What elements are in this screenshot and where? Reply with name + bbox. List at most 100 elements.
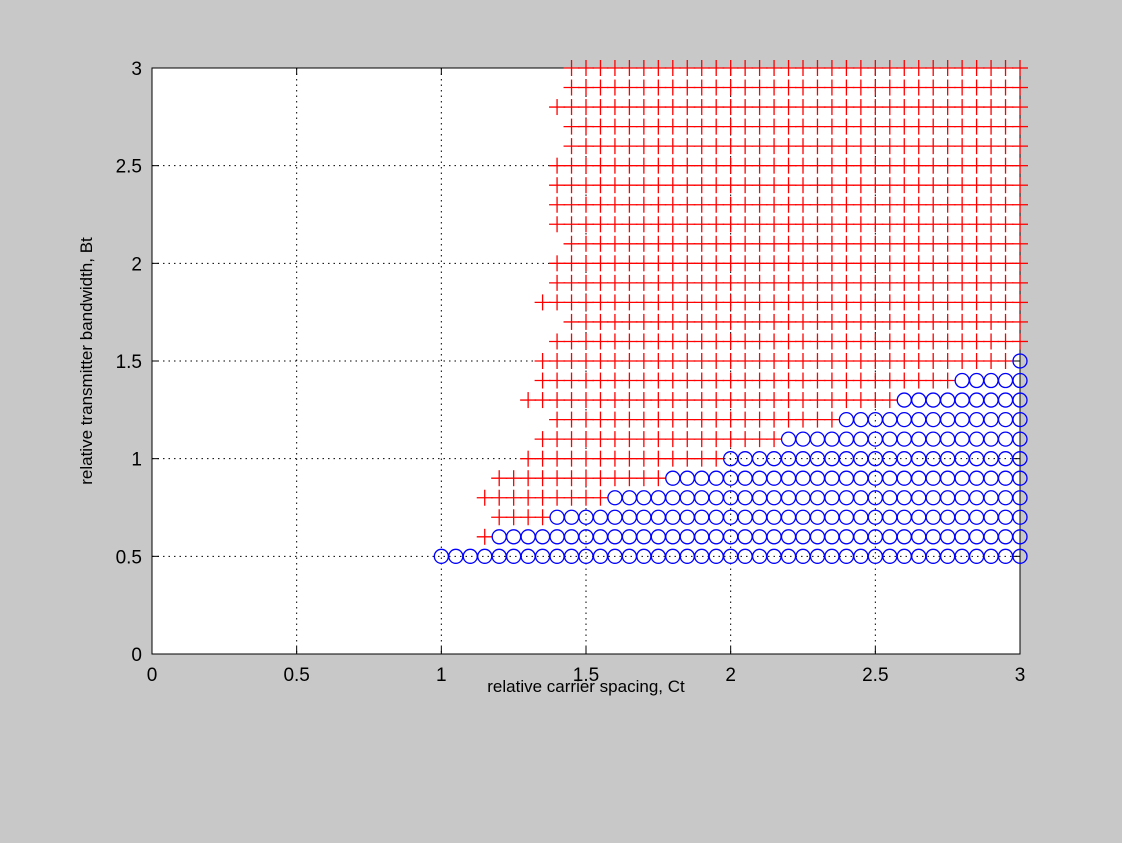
plus-point: [925, 333, 942, 350]
plus-point: [795, 294, 811, 311]
plus-point: [1012, 196, 1028, 213]
plus-point: [635, 255, 652, 272]
plus-point: [939, 60, 956, 76]
plus-point: [1012, 177, 1028, 194]
plus-point: [780, 372, 797, 389]
plus-point: [679, 99, 696, 116]
plus-point: [578, 450, 594, 467]
plus-point: [780, 216, 797, 233]
plus-point: [751, 235, 768, 252]
plus-point: [852, 392, 869, 409]
plus-point: [751, 99, 768, 116]
plus-point: [722, 99, 739, 116]
plus-point: [780, 196, 797, 213]
plus-point: [881, 274, 898, 291]
plus-point: [491, 509, 508, 526]
plus-point: [925, 157, 942, 174]
plus-point: [939, 353, 956, 369]
plus-point: [881, 333, 898, 350]
plus-point: [766, 274, 783, 291]
plus-point: [823, 294, 840, 311]
y-tick-label: 3: [131, 59, 142, 80]
plus-point: [606, 235, 623, 252]
plus-point: [795, 157, 811, 174]
plus-point: [664, 392, 681, 409]
plus-point: [722, 411, 739, 428]
plus-point: [491, 489, 508, 506]
plus-point: [549, 431, 566, 448]
plus-point: [881, 118, 898, 135]
plus-point: [1012, 99, 1028, 116]
plus-point: [766, 353, 783, 369]
plus-point: [621, 372, 638, 389]
plus-point: [997, 333, 1014, 350]
plus-point: [910, 138, 927, 155]
plus-point: [823, 118, 840, 135]
plus-point: [997, 353, 1014, 369]
plus-point: [549, 177, 566, 194]
plus-point: [549, 333, 566, 350]
plus-point: [578, 79, 594, 96]
plus-point: [751, 392, 768, 409]
plus-point: [780, 118, 797, 135]
plus-point: [650, 216, 667, 233]
plus-point: [606, 196, 623, 213]
plus-point: [635, 235, 652, 252]
plus-point: [708, 392, 725, 409]
plus-point: [693, 450, 710, 467]
plus-point: [881, 294, 898, 311]
plus-point: [1012, 255, 1028, 272]
plus-point: [679, 138, 696, 155]
plus-point: [664, 411, 681, 428]
plus-point: [809, 99, 826, 116]
plus-point: [939, 177, 956, 194]
plus-point: [621, 79, 638, 96]
plus-point: [722, 177, 739, 194]
plus-point: [664, 450, 681, 467]
y-tick-label: 0.5: [116, 547, 142, 568]
plus-point: [650, 372, 667, 389]
plus-point: [867, 333, 884, 350]
plus-point: [823, 235, 840, 252]
plus-point: [679, 216, 696, 233]
plus-point: [621, 353, 638, 369]
plus-point: [664, 118, 681, 135]
circle-point: [1012, 451, 1028, 467]
plus-point: [968, 99, 985, 116]
plus-point: [896, 235, 913, 252]
plus-point: [737, 118, 754, 135]
plus-point: [737, 79, 754, 96]
plus-point: [578, 216, 594, 233]
plus-point: [520, 392, 537, 409]
plus-point: [708, 60, 725, 76]
plus-point: [737, 392, 754, 409]
plus-point: [809, 235, 826, 252]
plus-point: [722, 353, 739, 369]
plus-point: [795, 60, 811, 76]
plus-point: [635, 216, 652, 233]
plus-point: [968, 313, 985, 330]
plus-point: [939, 255, 956, 272]
plus-point: [578, 431, 594, 448]
plus-point: [592, 353, 609, 369]
plus-point: [766, 60, 783, 76]
plus-point: [910, 235, 927, 252]
plus-point: [635, 470, 652, 487]
plus-point: [534, 450, 551, 467]
plus-point: [1012, 157, 1028, 174]
plus-point: [852, 157, 869, 174]
plus-point: [476, 528, 493, 545]
plus-point: [766, 431, 783, 448]
plus-point: [563, 353, 580, 369]
plus-point: [606, 431, 623, 448]
plus-point: [722, 235, 739, 252]
plus-point: [592, 489, 609, 506]
plus-point: [867, 99, 884, 116]
plus-point: [679, 353, 696, 369]
plus-point: [910, 372, 927, 389]
plus-point: [1012, 118, 1028, 135]
plus-point: [852, 294, 869, 311]
plus-point: [766, 196, 783, 213]
plus-point: [939, 79, 956, 96]
plus-point: [549, 392, 566, 409]
